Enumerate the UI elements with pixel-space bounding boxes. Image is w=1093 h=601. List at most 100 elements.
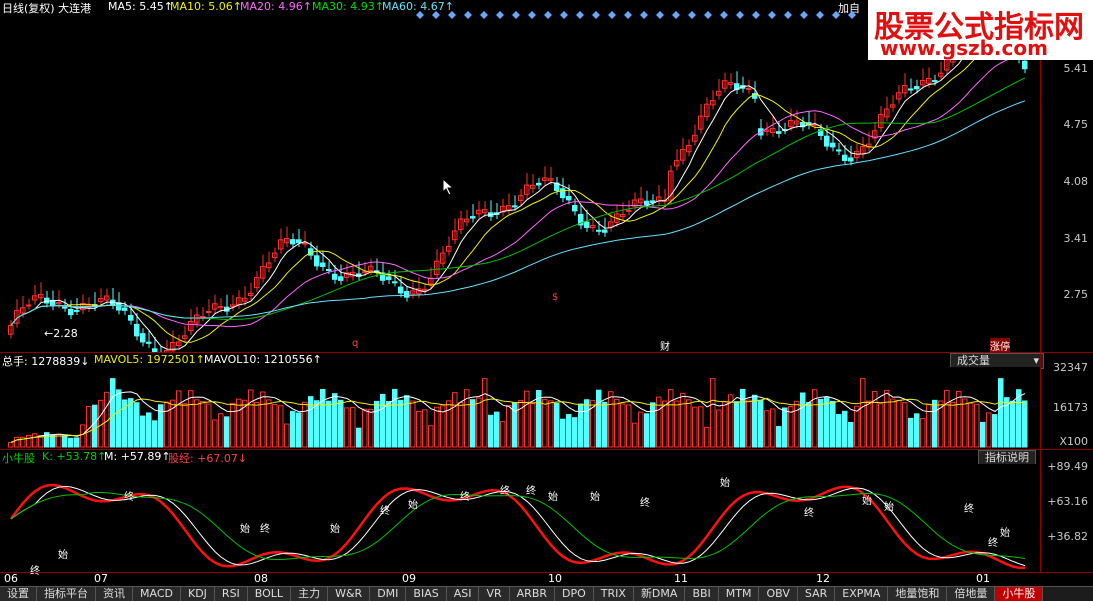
volume-bar [182, 403, 188, 448]
tab-4[interactable]: KDJ [180, 587, 215, 601]
watermark-title: 股票公式指标网 [874, 10, 1084, 45]
tab-16[interactable]: 新DMA [633, 587, 686, 601]
volume-bar [530, 403, 536, 448]
add-self-button[interactable]: 加自 [838, 2, 860, 15]
volume-bar [284, 423, 290, 448]
tab-17[interactable]: BBI [685, 587, 719, 601]
signal-diamond-icon [608, 11, 616, 19]
signal-mark: 始 [590, 492, 600, 503]
tab-7[interactable]: 主力 [291, 587, 329, 601]
up-candle [704, 103, 710, 118]
volume-bar [242, 399, 248, 448]
up-candle [254, 277, 260, 289]
down-candle [62, 306, 68, 309]
up-candle [530, 184, 536, 189]
volume-bar [776, 426, 782, 448]
tab-13[interactable]: ARBR [509, 587, 556, 601]
mavol5-label: MAVOL5: 1972501↑ [94, 353, 205, 366]
up-candle [698, 115, 704, 130]
volume-bar [194, 399, 200, 448]
volume-bar [296, 412, 302, 448]
up-candle [200, 316, 206, 319]
tab-6[interactable]: BOLL [247, 587, 292, 601]
tab-14[interactable]: DPO [555, 587, 594, 601]
tab-10[interactable]: BIAS [406, 587, 447, 601]
volume-bar [356, 427, 362, 448]
candlestick-chart[interactable] [0, 12, 1040, 363]
up-candle [878, 114, 884, 129]
down-candle [512, 205, 518, 208]
down-candle [314, 255, 320, 267]
tab-8[interactable]: W&R [328, 587, 371, 601]
volume-bar [158, 404, 164, 448]
indicator-tick: +89.49 [1047, 460, 1088, 473]
volume-bar [734, 401, 740, 448]
tab-22[interactable]: 地量饱和 [888, 587, 948, 601]
up-candle [38, 293, 44, 299]
down-candle [296, 239, 302, 244]
signal-mark: 终 [804, 508, 814, 519]
up-candle [890, 104, 896, 108]
down-candle [392, 281, 398, 284]
tab-20[interactable]: SAR [797, 587, 836, 601]
up-candle [284, 238, 290, 244]
down-candle [122, 307, 128, 311]
tab-24[interactable]: 小牛股 [995, 587, 1044, 601]
signal-diamond-icon [480, 11, 488, 19]
tab-1[interactable]: 指标平台 [37, 587, 96, 601]
volume-bar [350, 407, 356, 448]
volume-bar [608, 391, 614, 448]
date-tick: 07 [94, 572, 108, 585]
down-candle [536, 182, 542, 186]
volume-bar [740, 388, 746, 448]
tab-2[interactable]: 资讯 [96, 587, 133, 601]
down-candle [818, 129, 824, 137]
up-candle [206, 311, 212, 314]
indicator-panel[interactable] [0, 464, 1040, 572]
tab-12[interactable]: VR [479, 587, 510, 601]
volume-bar [278, 405, 284, 448]
up-candle [56, 302, 62, 305]
down-candle [320, 262, 326, 267]
tab-5[interactable]: RSI [214, 587, 248, 601]
indicator-help-button[interactable]: 指标说明 [978, 450, 1036, 466]
volume-bar [650, 402, 656, 448]
volume-panel[interactable] [0, 367, 1040, 449]
volume-chart[interactable] [0, 367, 1040, 449]
signal-diamond-icon [656, 11, 664, 19]
down-candle [836, 149, 842, 152]
volume-bar [68, 437, 74, 448]
volume-bar [500, 421, 506, 448]
up-candle [692, 134, 698, 142]
up-candle [266, 262, 272, 269]
up-candle [872, 130, 878, 139]
tab-9[interactable]: DMI [370, 587, 407, 601]
tab-11[interactable]: ASI [446, 587, 480, 601]
signal-diamond-icon [528, 11, 536, 19]
tab-0[interactable]: 设置 [0, 587, 37, 601]
volume-bar [944, 389, 950, 448]
volume-bar [908, 417, 914, 448]
signal-diamond-icon [816, 11, 824, 19]
volume-bar [914, 413, 920, 448]
tab-3[interactable]: MACD [133, 587, 181, 601]
indicator-tick: +36.82 [1047, 530, 1088, 543]
tab-19[interactable]: OBV [759, 587, 798, 601]
date-tick: 11 [674, 572, 688, 585]
up-candle [500, 205, 506, 213]
tab-23[interactable]: 倍地量 [947, 587, 996, 601]
xiaoniugu-indicator-chart[interactable] [0, 464, 1040, 572]
down-candle [602, 229, 608, 233]
price-panel[interactable] [0, 12, 1040, 363]
volume-bar [866, 400, 872, 448]
up-candle [788, 119, 794, 128]
volume-bar [266, 399, 272, 448]
date-tick: 06 [4, 572, 18, 585]
volume-bar [548, 400, 554, 448]
tab-21[interactable]: EXPMA [835, 587, 889, 601]
signal-mark: 终 [30, 562, 40, 577]
tab-15[interactable]: TRIX [593, 587, 634, 601]
volume-bar [782, 407, 788, 448]
tab-18[interactable]: MTM [718, 587, 760, 601]
volume-bar [584, 399, 590, 448]
